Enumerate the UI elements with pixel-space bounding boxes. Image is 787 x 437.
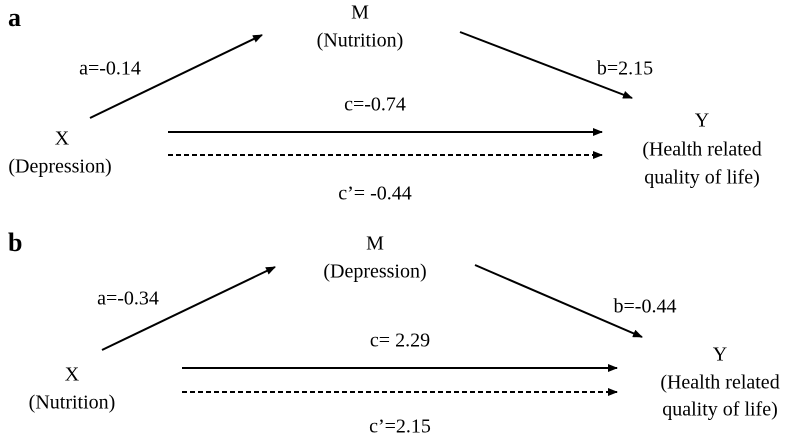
panel-b: b M (Depression) X (Nutrition) Y (Health…	[8, 228, 780, 437]
path-label: b=-0.44	[614, 296, 677, 318]
path-label: a=-0.14	[79, 58, 141, 80]
x-label: (Depression)	[8, 156, 111, 178]
path-label: a=-0.34	[97, 288, 159, 310]
path-label: c= 2.29	[370, 330, 430, 352]
panel-letter: b	[8, 228, 22, 257]
y-label: quality of life)	[644, 167, 760, 189]
x-label: (Nutrition)	[29, 392, 116, 414]
mediator-label: (Nutrition)	[317, 30, 404, 52]
path-label: b=2.15	[597, 58, 653, 80]
y-name: Y	[695, 110, 709, 132]
y-name: Y	[713, 344, 727, 366]
arrow	[89, 34, 263, 119]
path-label: c=-0.74	[344, 94, 406, 116]
y-label: (Health related	[660, 372, 779, 394]
x-name: X	[65, 364, 80, 386]
mediator-name: M	[351, 2, 369, 24]
y-label: (Health related	[642, 139, 761, 161]
x-name: X	[55, 128, 70, 150]
panel-a: a M (Nutrition) X (Depression) Y (Health…	[8, 2, 762, 205]
path-label: c’= -0.44	[338, 183, 411, 205]
mediator-label: (Depression)	[323, 261, 426, 283]
arrow	[474, 264, 643, 338]
arrow	[101, 266, 276, 351]
mediator-name: M	[366, 233, 384, 255]
panel-letter: a	[8, 3, 21, 32]
arrow	[459, 31, 633, 99]
path-label: c’=2.15	[369, 416, 431, 437]
y-label: quality of life)	[662, 399, 778, 421]
